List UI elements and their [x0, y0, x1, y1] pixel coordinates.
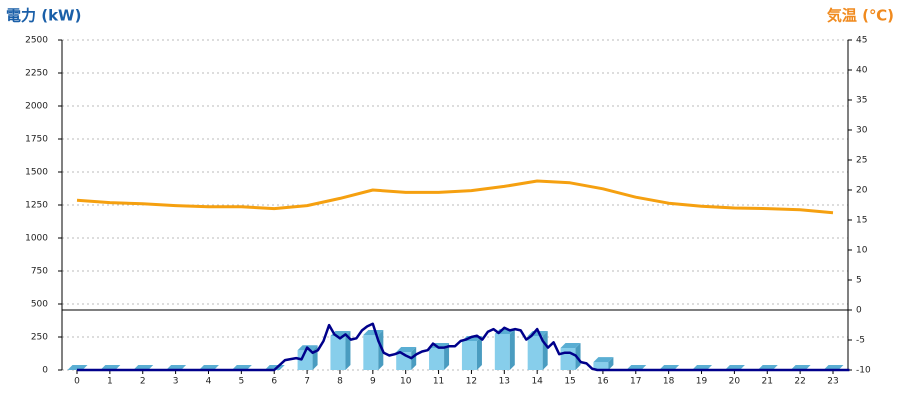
bar	[593, 357, 614, 370]
x-tick-label: 0	[74, 377, 80, 387]
x-tick-label: 5	[238, 377, 244, 387]
bar-face	[396, 347, 417, 353]
bar-face	[476, 335, 482, 370]
bar-face	[429, 347, 445, 370]
y-tick-label: 2000	[25, 102, 48, 112]
x-tick-label: 3	[173, 377, 179, 387]
x-tick-label: 13	[499, 377, 510, 387]
bar-face	[527, 335, 543, 370]
bar-face	[593, 362, 609, 370]
x-tick-label: 19	[696, 377, 708, 387]
y2-tick-label: 25	[856, 156, 867, 166]
x-tick-label: 6	[271, 377, 277, 387]
y2-tick-label: 10	[856, 246, 868, 256]
y2-tick-label: 20	[856, 186, 868, 196]
line	[76, 179, 834, 215]
x-tick-label: 7	[304, 377, 310, 387]
x-tick-label: 2	[140, 377, 146, 387]
bar-face	[608, 357, 614, 370]
bar	[461, 335, 482, 370]
y2-tick-label: 35	[856, 96, 867, 106]
x-tick-label: 15	[564, 377, 575, 387]
y2-tick-label: -10	[856, 366, 871, 376]
bar-face	[461, 340, 477, 370]
bar-face	[494, 333, 510, 370]
bar-face	[297, 350, 313, 370]
bar-face	[330, 335, 346, 370]
x-tick-label: 21	[762, 377, 773, 387]
y-tick-label: 750	[31, 267, 48, 277]
bar-face	[378, 330, 384, 370]
bar-face	[575, 342, 581, 370]
bar-face	[593, 357, 614, 363]
y-tick-label: 1000	[25, 234, 48, 244]
bar-face	[345, 330, 351, 370]
y-tick-label: 1500	[25, 168, 48, 178]
y2-tick-label: 0	[856, 306, 862, 316]
x-tick-label: 16	[597, 377, 609, 387]
x-tick-label: 8	[337, 377, 343, 387]
bar-face	[560, 347, 576, 370]
y-tick-label: 2500	[25, 36, 48, 46]
x-tick-label: 4	[206, 377, 212, 387]
y-tick-label: 1750	[25, 135, 48, 145]
y2-tick-label: 15	[856, 216, 867, 226]
x-tick-label: 12	[466, 377, 477, 387]
bar-face	[509, 328, 515, 370]
line	[77, 322, 850, 372]
y2-tick-label: -5	[856, 336, 865, 346]
x-tick-label: 23	[827, 377, 838, 387]
bar	[363, 330, 384, 370]
y2-tick-label: 45	[856, 36, 867, 46]
x-tick-label: 20	[729, 377, 741, 387]
x-tick-label: 10	[400, 377, 412, 387]
bar-face	[411, 347, 417, 370]
x-tick-label: 17	[630, 377, 641, 387]
x-tick-label: 1	[107, 377, 113, 387]
y-tick-label: 500	[31, 300, 48, 310]
bar	[330, 330, 351, 370]
x-tick-label: 9	[370, 377, 376, 387]
left-axis-title: 電力 (kW)	[6, 7, 81, 25]
bar	[396, 347, 417, 370]
y-tick-label: 0	[42, 366, 48, 376]
x-tick-label: 11	[433, 377, 444, 387]
y2-tick-label: 40	[856, 66, 868, 76]
x-tick-label: 14	[531, 377, 543, 387]
bar-face	[363, 330, 384, 336]
bar-face	[363, 335, 379, 370]
y-tick-label: 1250	[25, 201, 48, 211]
y-tick-label: 250	[31, 333, 48, 343]
right-axis-title: 気温 (℃)	[827, 7, 894, 25]
bar	[494, 328, 515, 370]
y2-tick-label: 5	[856, 276, 862, 286]
bar-face	[560, 342, 581, 348]
bar-face	[444, 342, 450, 370]
y-tick-label: 2250	[25, 69, 48, 79]
x-tick-label: 18	[663, 377, 675, 387]
x-tick-label: 22	[794, 377, 805, 387]
bar-face	[542, 330, 548, 370]
y2-tick-label: 30	[856, 126, 868, 136]
